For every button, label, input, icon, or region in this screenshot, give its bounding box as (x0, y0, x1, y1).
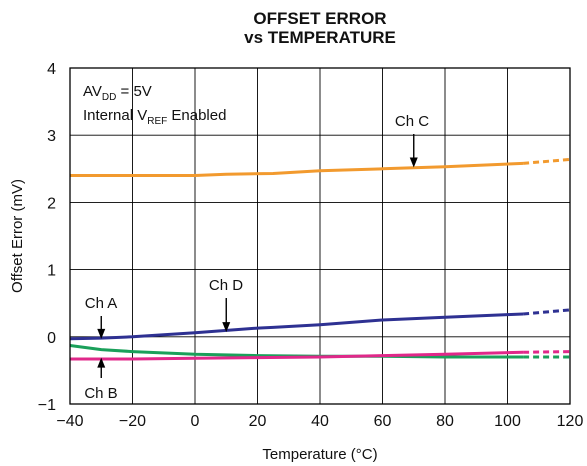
x-axis-label: Temperature (°C) (262, 446, 377, 463)
series-ch-d-extrapolated (522, 308, 571, 316)
x-tick-label: −40 (56, 413, 83, 430)
annotation-ch-a-label: Ch A (85, 295, 118, 312)
x-tick-label: 40 (311, 413, 329, 430)
y-tick-label: 0 (47, 330, 56, 347)
series-ch-b-line (70, 350, 524, 361)
x-tick-label: 100 (494, 413, 521, 430)
y-tick-label: 3 (47, 128, 56, 145)
x-tick-labels: −40 −20 0 20 40 60 80 100 120 (56, 413, 583, 430)
condition-avdd: AVDD = 5V (83, 83, 152, 103)
y-tick-label: 2 (47, 195, 56, 212)
annotation-ch-a-arrowhead (97, 328, 106, 339)
y-tick-label: −1 (38, 397, 56, 414)
y-tick-label: 4 (47, 61, 56, 78)
annotations: Ch C Ch D Ch A Ch B (84, 113, 429, 402)
annotation-ch-c-arrowhead (409, 157, 418, 168)
condition-vref: Internal VREF Enabled (83, 107, 226, 127)
chart-title-line-1: OFFSET ERROR (253, 9, 387, 28)
annotation-ch-d-arrowhead (222, 322, 231, 333)
x-tick-label: 20 (249, 413, 267, 430)
x-tick-label: 60 (374, 413, 392, 430)
plot-frame (69, 67, 571, 405)
series-ch-b-extrapolated (523, 350, 571, 354)
y-tick-label: 1 (47, 263, 56, 280)
annotation-ch-b-arrowhead (97, 357, 106, 368)
x-tick-label: −20 (119, 413, 146, 430)
y-tick-labels: −1 0 1 2 3 4 (38, 61, 56, 414)
x-tick-label: 120 (557, 413, 584, 430)
y-axis-label: Offset Error (mV) (9, 179, 26, 293)
annotation-ch-b-label: Ch B (84, 385, 117, 402)
grid (70, 68, 570, 404)
series-ch-d-line (69, 312, 524, 341)
annotation-ch-c-label: Ch C (395, 113, 429, 130)
series-ch-c-extrapolated (522, 157, 571, 165)
series-lines (69, 157, 571, 361)
x-tick-label: 80 (436, 413, 454, 430)
series-ch-c-line (70, 161, 524, 177)
x-tick-label: 0 (191, 413, 200, 430)
annotation-ch-d-label: Ch D (209, 277, 243, 294)
series-ch-a-line (69, 344, 524, 359)
chart-title-line-2: vs TEMPERATURE (244, 28, 396, 47)
